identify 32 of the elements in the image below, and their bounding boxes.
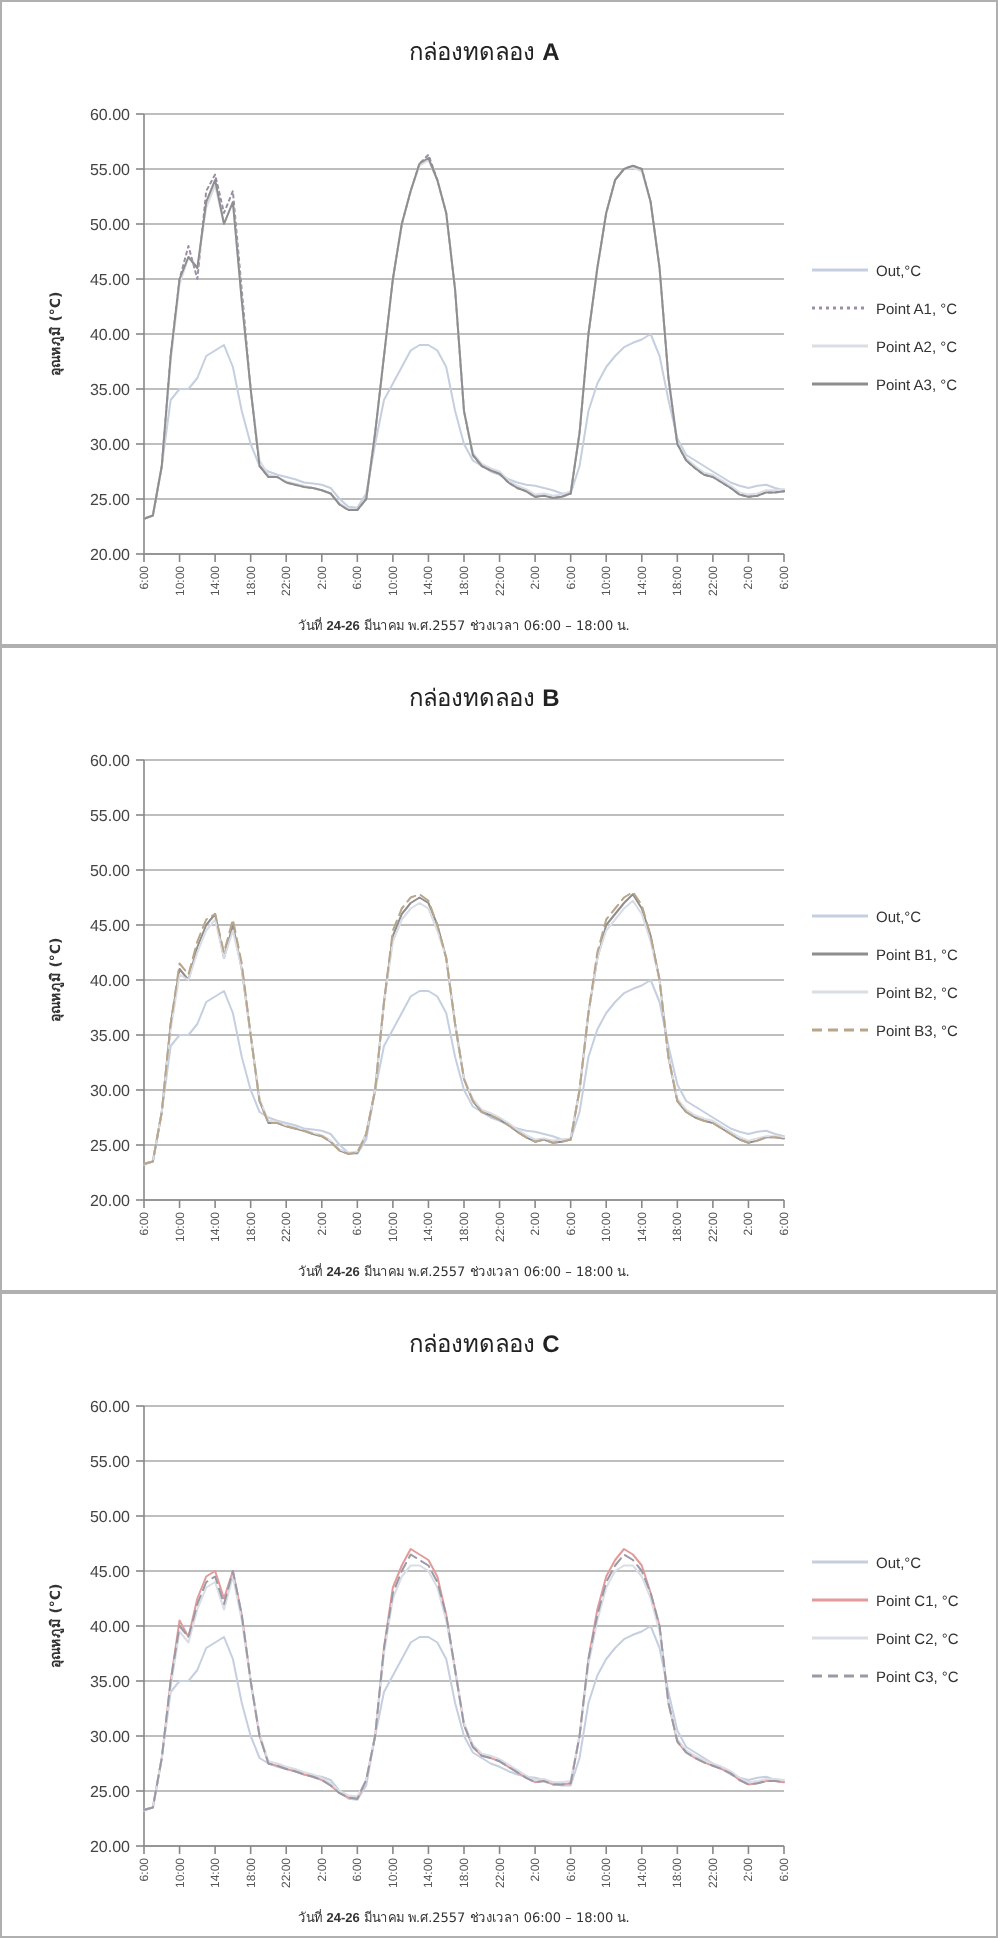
line-series <box>143 1625 785 1812</box>
y-tick-label: 25.00 <box>89 1783 132 1801</box>
y-tick-label: 25.00 <box>89 1137 132 1155</box>
y-tick-label: 55.00 <box>89 161 132 179</box>
y-tick-label: 45.00 <box>89 917 132 935</box>
y-tick-label: 55.00 <box>89 807 132 825</box>
y-tick-label: 35.00 <box>89 1673 132 1691</box>
y-tick-label: 50.00 <box>89 862 132 880</box>
y-tick-label: 20.00 <box>89 546 132 564</box>
y-tick-label: 25.00 <box>89 491 132 509</box>
y-tick-label: 50.00 <box>89 1508 132 1526</box>
chart-title: กล่องทดลอง B <box>408 684 561 712</box>
y-tick-label: 45.00 <box>89 271 132 289</box>
y-tick-label: 60.00 <box>89 752 132 770</box>
y-tick-label: 60.00 <box>89 106 132 124</box>
y-tick-label: 40.00 <box>89 972 132 990</box>
y-tick-label: 50.00 <box>89 216 132 234</box>
line-series <box>143 979 785 1166</box>
y-tick-label: 30.00 <box>89 1082 132 1100</box>
y-tick-label: 55.00 <box>89 1453 132 1471</box>
y-tick-label: 60.00 <box>89 1398 132 1416</box>
y-tick-label: 20.00 <box>89 1192 132 1210</box>
y-tick-label: 30.00 <box>89 436 132 454</box>
y-tick-label: 30.00 <box>89 1728 132 1746</box>
y-tick-label: 35.00 <box>89 381 132 399</box>
y-tick-label: 20.00 <box>89 1838 132 1856</box>
chart-title: กล่องทดลอง A <box>408 38 561 66</box>
y-tick-label: 45.00 <box>89 1563 132 1581</box>
chart-title: กล่องทดลอง C <box>408 1330 561 1358</box>
y-tick-label: 35.00 <box>89 1027 132 1045</box>
y-tick-label: 40.00 <box>89 326 132 344</box>
y-tick-label: 40.00 <box>89 1618 132 1636</box>
